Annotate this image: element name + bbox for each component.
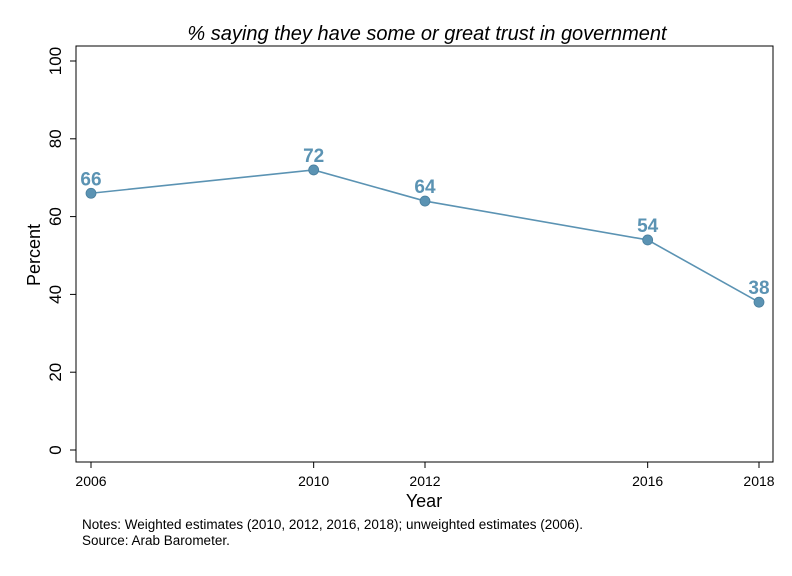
x-tick-label: 2018 [743,473,774,489]
source-text: Source: Arab Barometer. [82,533,230,548]
y-tick-label: 100 [46,47,65,75]
data-point [419,195,431,207]
y-tick-label: 40 [46,285,65,304]
data-label: 72 [303,146,324,167]
data-point [753,296,765,308]
x-tick-label: 2012 [409,473,440,489]
y-tick-label: 80 [46,129,65,148]
y-tick-label: 20 [46,363,65,382]
x-tick-label: 2016 [632,473,663,489]
y-tick-label: 0 [46,445,65,454]
data-point [85,187,97,199]
data-point [308,164,320,176]
data-point [642,234,654,246]
chart-notes: Notes: Weighted estimates (2010, 2012, 2… [82,517,583,549]
plot-frame [75,45,774,463]
y-tick-label: 60 [46,207,65,226]
series-layer: 66 72 64 54 38 [80,146,770,308]
y-axis: 0 20 40 60 80 100 [46,47,76,455]
notes-text: Notes: Weighted estimates (2010, 2012, 2… [82,517,584,532]
y-axis-label: Percent [24,224,44,286]
data-label: 64 [414,177,436,198]
chart-title: % saying they have some or great trust i… [187,23,668,45]
data-label: 54 [637,216,659,237]
data-label: 66 [80,169,101,190]
x-axis-label: Year [406,491,442,511]
x-tick-label: 2010 [298,473,329,489]
x-axis: 2006 2010 2012 2016 2018 [75,462,775,489]
data-label: 38 [748,278,769,299]
x-tick-label: 2006 [75,473,106,489]
